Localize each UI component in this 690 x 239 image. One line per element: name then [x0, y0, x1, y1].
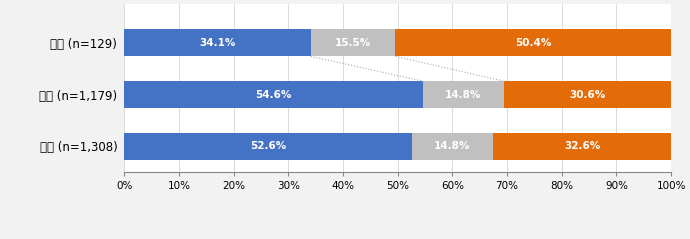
Bar [412, 133, 493, 160]
Text: 50.4%: 50.4% [515, 38, 551, 48]
Text: 32.6%: 32.6% [564, 141, 600, 151]
Bar [124, 29, 310, 56]
Text: 14.8%: 14.8% [445, 90, 482, 100]
Text: 54.6%: 54.6% [255, 90, 292, 100]
Bar [504, 81, 671, 108]
Text: 34.1%: 34.1% [199, 38, 235, 48]
Bar [124, 81, 423, 108]
Bar [395, 29, 671, 56]
Bar [493, 133, 671, 160]
Text: 14.8%: 14.8% [434, 141, 471, 151]
Bar [423, 81, 504, 108]
Text: 52.6%: 52.6% [250, 141, 286, 151]
Bar [124, 133, 412, 160]
Bar [310, 29, 395, 56]
Text: 15.5%: 15.5% [335, 38, 371, 48]
Text: 30.6%: 30.6% [569, 90, 606, 100]
